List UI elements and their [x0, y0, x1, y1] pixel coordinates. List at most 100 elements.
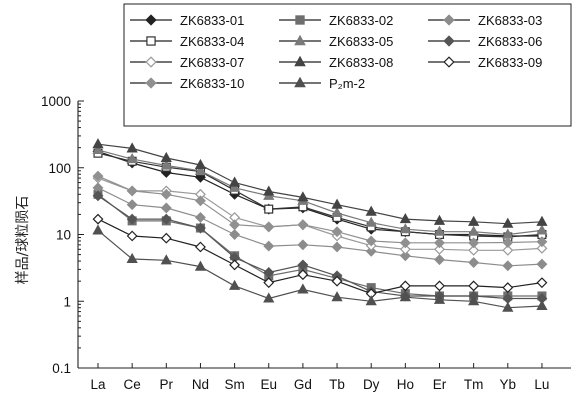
data-point	[160, 188, 172, 200]
data-point	[433, 225, 446, 236]
series-line	[97, 175, 543, 244]
legend-item: ZK6833-02	[279, 13, 393, 28]
data-point	[468, 225, 480, 236]
series-10	[92, 170, 548, 249]
data-point	[365, 245, 377, 257]
legend-label: ZK6833-09	[478, 55, 542, 70]
legend-marker	[145, 14, 157, 26]
data-point	[194, 164, 207, 175]
data-point	[92, 170, 104, 182]
data-point	[263, 292, 275, 303]
series-3	[92, 182, 548, 272]
data-point	[331, 291, 343, 302]
x-tick-label: Nd	[192, 377, 209, 392]
data-point	[502, 244, 514, 256]
x-tick-label: La	[90, 377, 106, 392]
data-point	[399, 237, 411, 249]
data-point	[195, 241, 206, 253]
legend-item: ZK6833-08	[279, 55, 393, 70]
legend-marker	[443, 35, 455, 47]
series-line	[97, 152, 543, 238]
data-point	[126, 213, 138, 225]
x-tick-label: Eu	[260, 377, 277, 392]
data-point	[263, 185, 275, 196]
series-8	[92, 138, 548, 228]
data-point	[92, 190, 104, 202]
axes	[77, 101, 571, 369]
data-point	[331, 206, 343, 218]
y-tick-label: 1000	[41, 94, 71, 109]
series-11	[92, 224, 548, 312]
series-line	[97, 187, 543, 267]
data-point	[126, 142, 138, 153]
data-point	[331, 226, 343, 238]
x-tick-label: Ce	[124, 377, 141, 392]
data-point	[434, 280, 445, 292]
series-line	[97, 143, 543, 225]
legend-label: ZK6833-01	[180, 13, 244, 28]
data-point	[160, 159, 172, 170]
x-tick-label: Pr	[160, 377, 174, 392]
data-point	[297, 269, 309, 281]
data-point	[229, 259, 241, 271]
data-point	[365, 235, 377, 247]
data-point	[297, 283, 309, 294]
data-point	[433, 214, 446, 225]
series-line	[97, 229, 543, 309]
data-point	[92, 138, 104, 149]
data-point	[263, 267, 275, 278]
data-point	[434, 243, 445, 255]
y-tick-label: 10	[56, 228, 71, 243]
data-point	[297, 239, 309, 251]
data-point	[160, 254, 172, 265]
legend-label: ZK6833-08	[329, 55, 393, 70]
data-point	[536, 242, 548, 254]
legend-marker	[145, 77, 157, 89]
legend-item: ZK6833-01	[130, 13, 244, 28]
series-line	[97, 177, 543, 251]
x-tick-label: Sm	[224, 377, 244, 392]
data-point	[160, 232, 172, 244]
legend-marker	[294, 76, 306, 88]
data-point	[399, 223, 411, 234]
y-tick-label: 100	[48, 161, 71, 176]
data-point	[263, 277, 275, 289]
x-tick-label: Er	[433, 377, 447, 392]
y-axis-label: 样品/球粒陨石	[15, 196, 31, 285]
data-point	[195, 195, 206, 207]
data-point	[331, 198, 343, 209]
x-tick-label: Gd	[294, 377, 312, 392]
y-tick-label: 0.1	[52, 361, 71, 376]
legend-label: ZK6833-10	[180, 76, 244, 91]
data-point	[468, 280, 480, 292]
data-point	[468, 244, 480, 256]
data-point	[434, 254, 445, 266]
legend-marker	[295, 15, 305, 25]
data-point	[468, 237, 480, 249]
y-ticks: 0.1 1 10 100 1000	[41, 94, 84, 376]
legend-item: ZK6833-09	[428, 55, 542, 70]
data-point	[536, 258, 548, 270]
x-ticks: La Ce Pr Nd Sm Eu Gd Tb Dy Ho Er Tm Yb Lu	[90, 363, 549, 392]
data-point	[160, 213, 172, 225]
data-point	[536, 299, 548, 311]
data-point	[399, 243, 411, 255]
legend-label: ZK6833-02	[329, 13, 393, 28]
legend: ZK6833-01 ZK6833-02 ZK6833-03 ZK6833-04 ZK68…	[123, 3, 572, 127]
legend-marker	[146, 36, 156, 46]
series-5	[92, 143, 548, 239]
data-point	[126, 185, 138, 197]
data-point	[536, 224, 548, 235]
data-point	[536, 236, 548, 248]
legend-item: ZK6833-06	[428, 34, 542, 49]
data-point	[502, 260, 514, 272]
data-point	[365, 295, 377, 306]
data-point	[502, 301, 514, 312]
data-point	[263, 240, 275, 252]
data-point	[194, 158, 207, 170]
data-point	[194, 260, 207, 271]
data-point	[468, 215, 480, 226]
data-point	[399, 250, 411, 262]
legend-marker	[294, 34, 306, 46]
